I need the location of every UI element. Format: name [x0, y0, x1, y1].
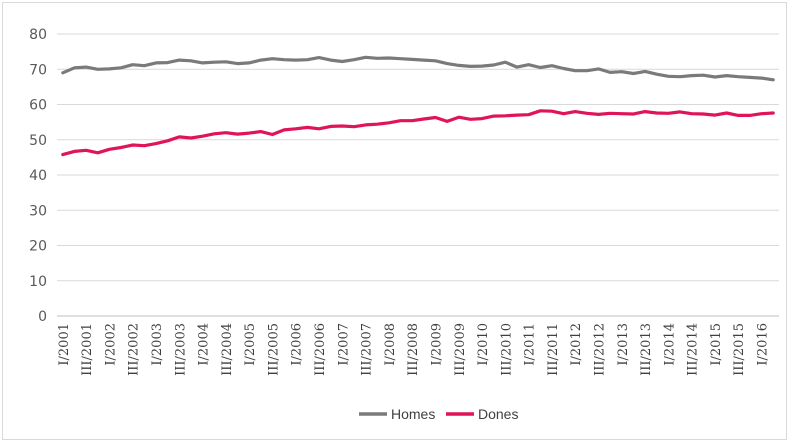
series-line-dones — [61, 109, 775, 157]
y-tick-label: 20 — [29, 239, 47, 255]
series-lines — [61, 55, 775, 157]
x-tick-label: I/2007 — [336, 323, 351, 366]
x-axis-ticks: I/2001 III/2001 I/2002 III/2002 I/2003 III/20… — [57, 323, 771, 376]
legend: Homes Dones — [359, 406, 518, 422]
y-tick-label: 30 — [29, 203, 47, 219]
x-tick-label: I/2012 — [569, 323, 584, 366]
legend-label-dones: Dones — [478, 406, 518, 422]
x-tick-label: I/2006 — [290, 323, 305, 366]
x-tick-label: I/2016 — [756, 323, 771, 366]
x-tick-label: III/2003 — [173, 323, 188, 376]
x-tick-label: III/2004 — [220, 323, 235, 376]
x-tick-label: I/2014 — [662, 323, 677, 366]
x-tick-label: III/2005 — [266, 323, 281, 376]
x-tick-label: III/2014 — [686, 323, 701, 376]
x-tick-label: III/2011 — [546, 323, 561, 376]
y-tick-label: 50 — [29, 133, 47, 149]
x-tick-label: I/2009 — [429, 323, 444, 366]
x-tick-label: I/2003 — [150, 323, 165, 366]
x-tick-label: III/2006 — [313, 323, 328, 376]
x-tick-label: I/2008 — [383, 323, 398, 366]
x-tick-label: III/2001 — [80, 323, 95, 376]
x-tick-label: III/2009 — [453, 323, 468, 376]
x-tick-label: I/2005 — [243, 323, 258, 366]
x-tick-label: III/2007 — [360, 323, 375, 376]
x-tick-label: I/2015 — [709, 323, 724, 366]
x-tick-label: III/2008 — [406, 323, 421, 376]
y-tick-label: 40 — [29, 168, 47, 184]
x-tick-label: III/2015 — [732, 323, 747, 376]
x-tick-label: I/2013 — [616, 323, 631, 366]
x-tick-label: I/2010 — [476, 323, 491, 366]
gridlines — [57, 33, 779, 317]
x-tick-label: I/2011 — [523, 323, 538, 366]
y-tick-label: 10 — [29, 274, 47, 290]
legend-label-homes: Homes — [391, 406, 435, 422]
x-tick-label: I/2004 — [197, 323, 212, 366]
x-tick-label: I/2002 — [103, 323, 118, 366]
x-tick-label: III/2013 — [639, 323, 654, 376]
y-tick-label: 60 — [29, 98, 47, 114]
x-tick-label: III/2010 — [499, 323, 514, 376]
y-axis-ticks: 0 10 20 30 40 50 60 70 80 — [29, 27, 47, 325]
y-tick-label: 70 — [29, 62, 47, 78]
series-line-homes — [61, 55, 775, 82]
y-tick-label: 0 — [38, 309, 47, 325]
x-tick-label: I/2001 — [57, 323, 72, 366]
x-tick-label: III/2012 — [593, 323, 608, 376]
x-tick-label: III/2002 — [127, 323, 142, 376]
y-tick-label: 80 — [29, 27, 47, 43]
